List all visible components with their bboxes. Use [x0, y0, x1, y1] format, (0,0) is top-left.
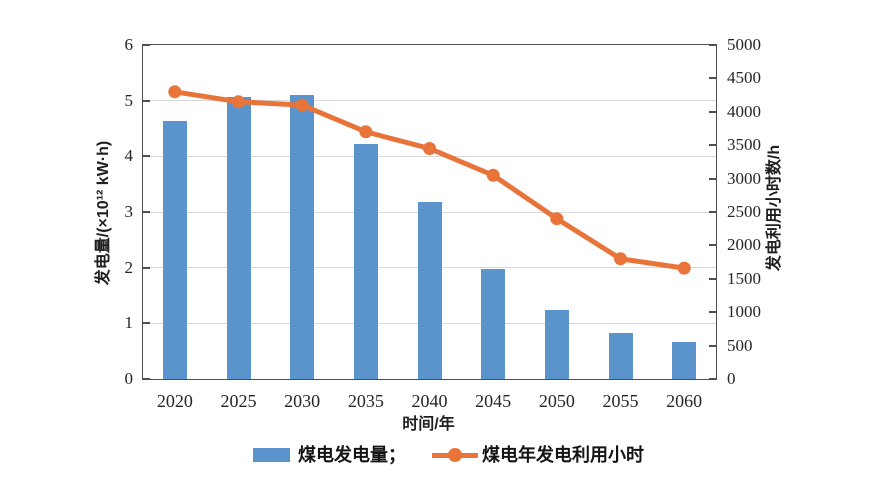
x-tick-label-2020: 2020 [156, 391, 193, 411]
right-axis-tick-label: 2500 [727, 202, 761, 221]
x-tick-label-2055: 2055 [602, 391, 639, 411]
bar-2045 [481, 268, 506, 379]
bar-2060 [672, 342, 697, 379]
legend: 煤电发电量； 煤电年发电利用小时 [0, 442, 879, 468]
left-axis-tick [143, 322, 150, 325]
left-axis-tick [143, 378, 150, 380]
bar-2040 [417, 201, 442, 379]
left-axis-tick [143, 211, 150, 213]
right-axis-tick [709, 77, 716, 80]
x-axis-title: 时间/年 [402, 416, 455, 433]
right-axis-tick [709, 110, 716, 113]
right-axis-title: 发电利用小时数/h [766, 144, 783, 272]
right-axis-tick [709, 344, 716, 347]
data-point-marker-2035 [359, 125, 373, 139]
bar-series-legend-label: 煤电发电量； [298, 445, 406, 465]
left-axis-tick [143, 99, 150, 102]
bar-2025 [226, 97, 251, 379]
left-axis-tick-label: 6 [124, 35, 134, 54]
right-axis-tick-label: 2000 [727, 235, 761, 255]
left-axis-tick-label: 2 [124, 257, 134, 277]
right-axis-tick-label: 4500 [727, 68, 761, 88]
right-axis-tick [709, 177, 716, 180]
right-axis-tick-label: 3500 [727, 135, 761, 155]
left-axis-tick-label: 1 [124, 313, 134, 333]
right-axis-tick-label: 3000 [727, 168, 761, 188]
right-axis-tick [709, 311, 716, 314]
line-swatch-marker-icon [448, 448, 462, 462]
left-axis-tick [143, 155, 150, 158]
right-axis-tick-label: 500 [727, 335, 753, 355]
x-tick-label-2035: 2035 [347, 391, 384, 411]
data-point-marker-2045 [486, 168, 500, 182]
data-point-marker-2050 [550, 212, 564, 226]
left-axis-tick-label: 5 [124, 90, 134, 110]
data-point-marker-2040 [423, 142, 436, 155]
x-tick-label-2060: 2060 [666, 391, 703, 411]
left-axis-tick-label: 0 [124, 369, 134, 388]
left-axis-tick-label: 3 [124, 202, 134, 221]
bar-2035 [353, 143, 378, 379]
bar-series-swatch-icon [253, 448, 290, 462]
x-tick-label-2050: 2050 [538, 391, 575, 411]
data-point-marker-2055 [614, 252, 627, 266]
right-axis-tick-label: 4000 [727, 101, 761, 121]
right-axis-tick [709, 144, 716, 147]
bar-2050 [544, 309, 569, 379]
x-tick-label-2030: 2030 [284, 391, 321, 411]
right-axis-tick [709, 244, 716, 247]
bar-2030 [290, 95, 315, 379]
left-axis-tick-label: 4 [124, 146, 134, 166]
plot-area: 0 1 2 3 4 5 6 0 500 1000 1500 2000 2500 3000 3500 4000 4… [125, 35, 762, 411]
right-axis-tick [709, 378, 716, 380]
left-axis-tick [143, 266, 150, 269]
data-point-marker-2020 [168, 85, 182, 99]
right-axis-tick [709, 44, 716, 46]
x-tick-label-2045: 2045 [475, 391, 512, 411]
line-series-legend-label: 煤电年发电利用小时 [482, 445, 644, 465]
right-axis-tick-label: 5000 [727, 35, 761, 54]
left-axis-tick [143, 44, 150, 46]
left-axis-title: 发电量/(×10¹² kW·h) [95, 140, 112, 286]
x-tick-label-2025: 2025 [220, 391, 257, 411]
bar-2055 [608, 333, 633, 379]
x-tick-label-2040: 2040 [411, 391, 448, 411]
right-axis-tick [709, 277, 716, 280]
line-series-swatch-icon [432, 448, 478, 462]
right-axis-tick-label: 1000 [727, 302, 761, 322]
right-axis-tick [709, 211, 716, 213]
right-axis-tick-label: 0 [727, 369, 736, 388]
bar-2020 [162, 121, 187, 379]
right-axis-tick-label: 1500 [727, 268, 761, 288]
